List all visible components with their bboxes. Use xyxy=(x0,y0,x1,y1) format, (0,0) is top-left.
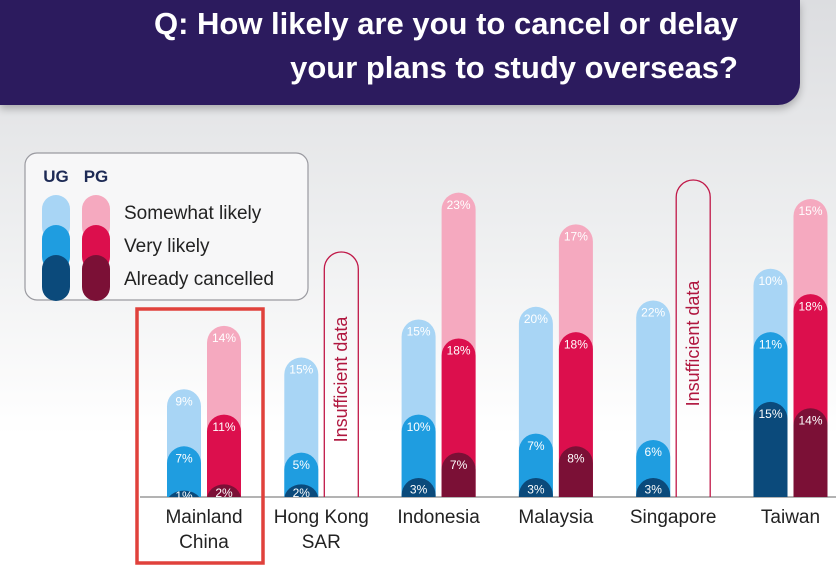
value-label: 14% xyxy=(798,413,822,427)
value-label: 22% xyxy=(641,306,665,320)
x-tick-label: Malaysia xyxy=(518,507,594,528)
bar-segment xyxy=(207,484,241,497)
value-label: 15% xyxy=(289,363,313,377)
value-label: 2% xyxy=(293,486,311,500)
value-label: 15% xyxy=(407,325,431,339)
bars xyxy=(167,179,828,497)
title-line: your plans to study overseas? xyxy=(290,50,738,85)
bar-segment xyxy=(518,477,553,497)
value-label: 9% xyxy=(175,394,193,408)
bar-segment xyxy=(636,477,671,497)
value-label: 3% xyxy=(645,483,663,497)
x-tick-label: Singapore xyxy=(629,507,717,528)
legend-label: Very likely xyxy=(124,236,210,257)
bar-segment xyxy=(401,477,436,497)
value-label: 23% xyxy=(447,198,471,212)
missing-label: Insufficient data xyxy=(683,280,703,407)
legend-stack-label: PG xyxy=(84,167,109,186)
value-label: 7% xyxy=(450,458,468,472)
value-label: 3% xyxy=(410,483,428,497)
bar-segment xyxy=(284,484,319,497)
bar-segment xyxy=(753,401,788,497)
value-label: 7% xyxy=(527,439,545,453)
value-label: 11% xyxy=(212,420,235,434)
value-label: 15% xyxy=(798,204,822,218)
bar-segment xyxy=(441,452,476,497)
value-label: 11% xyxy=(759,337,782,351)
legend-swatch xyxy=(82,255,110,301)
bar-segment xyxy=(207,414,241,497)
value-label: 1% xyxy=(175,489,193,503)
value-label: 15% xyxy=(758,407,782,421)
bar-segment xyxy=(401,414,436,497)
title-banner: Q: How likely are you to cancel or delay… xyxy=(0,0,800,105)
x-tick-label: Mainland China xyxy=(165,507,243,553)
highlight-box xyxy=(135,307,265,565)
value-label: 18% xyxy=(798,299,822,313)
value-label: 18% xyxy=(564,337,588,351)
value-label: 20% xyxy=(524,312,548,326)
value-label: 8% xyxy=(567,451,585,465)
value-label: 5% xyxy=(293,458,311,472)
value-label: 18% xyxy=(447,344,471,358)
bar-segment xyxy=(793,408,828,497)
legend-stack-label: UG xyxy=(43,167,69,186)
value-label: 6% xyxy=(645,445,663,459)
value-label: 14% xyxy=(212,331,236,345)
bar-segment xyxy=(558,446,593,497)
x-tick-label: Hong Kong SAR xyxy=(273,507,369,553)
x-tick-label: Taiwan xyxy=(760,507,821,528)
value-label: 10% xyxy=(407,420,431,434)
missing-outline xyxy=(323,251,359,497)
missing-label: Insufficient data xyxy=(331,316,351,443)
bar-segment xyxy=(167,446,201,497)
title-line: Q: How likely are you to cancel or delay xyxy=(153,6,738,41)
x-tick-label: Indonesia xyxy=(397,507,480,528)
legend-label: Already cancelled xyxy=(124,269,274,290)
value-label: 3% xyxy=(527,483,545,497)
value-label: 7% xyxy=(175,451,193,465)
bar-segment xyxy=(168,490,200,497)
value-label: 2% xyxy=(215,486,233,500)
bar-segment xyxy=(284,452,319,497)
missing-outline xyxy=(675,179,711,497)
value-label: 17% xyxy=(564,230,588,244)
legend-label: Somewhat likely xyxy=(124,203,262,224)
legend-swatch xyxy=(42,255,70,301)
value-label: 10% xyxy=(758,274,782,288)
